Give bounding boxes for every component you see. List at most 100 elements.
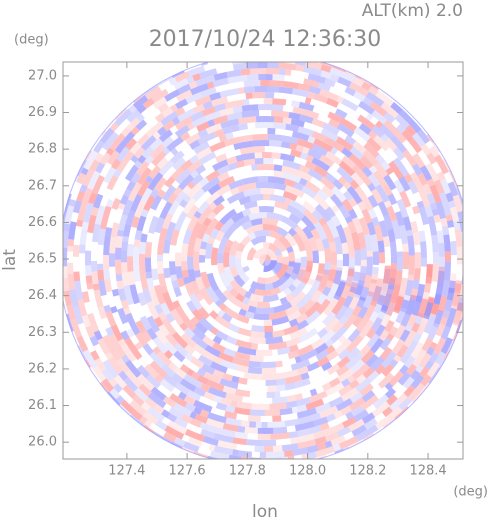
y-tick-label: 26.4 [28, 288, 57, 303]
echo-cell [167, 192, 179, 205]
echo-cell [264, 259, 272, 267]
echo-cell [162, 291, 176, 312]
echo-cell [257, 146, 265, 153]
echo-cell [77, 205, 87, 221]
echo-cell [324, 440, 333, 449]
echo-cell [407, 118, 422, 134]
echo-cell [114, 108, 133, 127]
echo-cell [307, 148, 323, 160]
echo-cell [199, 248, 206, 256]
echo-cell [204, 344, 221, 358]
echo-cell [382, 417, 396, 429]
echo-cell [448, 340, 455, 351]
echo-cell [198, 151, 217, 166]
echo-cell [203, 436, 219, 446]
echo-cell [385, 297, 398, 317]
echo-cell [88, 192, 98, 205]
echo-cell [232, 62, 247, 71]
echo-cell [101, 130, 107, 136]
echo-cell [317, 442, 327, 451]
echo-cell [237, 425, 246, 433]
echo-cell [241, 208, 252, 217]
echo-cell [398, 224, 408, 245]
echo-cell [443, 261, 451, 281]
echo-cell [428, 352, 439, 364]
echo-cell [442, 201, 452, 216]
echo-cell [214, 221, 224, 232]
echo-cell [229, 187, 240, 196]
echo-cell [229, 266, 239, 278]
echo-cell [256, 301, 271, 308]
echo-cell [138, 254, 146, 272]
echo-cell [174, 125, 190, 138]
echo-cell [265, 379, 277, 386]
echo-cell [222, 372, 233, 382]
echo-cell [295, 393, 304, 401]
echo-cell [152, 336, 169, 354]
echo-cell [244, 426, 258, 434]
echo-cell [328, 396, 344, 408]
echo-cell [437, 295, 448, 313]
echo-cell [241, 220, 253, 231]
echo-cell [120, 330, 130, 341]
echo-cell [223, 347, 237, 358]
echo-cell [251, 403, 270, 410]
echo-cell [207, 119, 216, 128]
echo-cell [157, 273, 167, 288]
echo-cell [368, 208, 377, 219]
echo-cell [391, 220, 402, 240]
echo-cell [336, 95, 344, 104]
echo-cell [288, 318, 299, 328]
echo-cell [329, 67, 339, 76]
echo-cell [215, 330, 229, 341]
echo-cell [165, 221, 177, 241]
plot-frame [62, 61, 464, 460]
echo-cell [76, 190, 86, 203]
echo-cell [353, 409, 369, 423]
echo-cell [73, 244, 80, 257]
echo-cell [165, 312, 175, 323]
echo-cell [142, 288, 153, 304]
echo-cell [183, 441, 200, 453]
echo-cell [137, 133, 150, 147]
echo-cell [422, 282, 432, 300]
echo-cell [285, 154, 296, 162]
echo-cell [305, 310, 321, 325]
echo-cell [352, 216, 364, 234]
echo-cell [92, 223, 101, 243]
echo-cell [302, 226, 314, 240]
echo-cell [346, 240, 355, 258]
echo-cell [335, 364, 349, 377]
echo-cell [372, 251, 380, 265]
echo-cell [144, 155, 154, 165]
echo-cell [170, 104, 179, 113]
echo-cell [171, 166, 185, 181]
echo-cell [201, 106, 216, 117]
echo-cell [348, 208, 358, 220]
echo-cell [407, 274, 415, 281]
echo-cell [435, 201, 447, 220]
echo-cell [121, 241, 129, 251]
echo-cell [348, 418, 365, 432]
echo-cell [295, 312, 309, 324]
echo-cell [249, 293, 264, 302]
echo-cell [101, 205, 112, 223]
echo-cell [444, 251, 452, 262]
echo-cell [297, 126, 314, 137]
echo-cell [410, 374, 424, 389]
echo-cell [82, 169, 95, 187]
echo-cell [69, 289, 79, 308]
echo-cell [404, 355, 416, 369]
echo-cell [440, 178, 452, 195]
echo-cell [394, 324, 406, 340]
echo-cell [454, 283, 462, 294]
echo-cell [213, 71, 228, 81]
echo-cell [145, 374, 154, 383]
echo-cell [440, 326, 451, 340]
x-tick-label: 127.6 [168, 464, 205, 479]
echo-cell [293, 181, 304, 191]
echo-cell [315, 402, 332, 414]
echo-cell [190, 280, 198, 288]
echo-cell [331, 321, 344, 334]
echo-cell [232, 437, 247, 445]
